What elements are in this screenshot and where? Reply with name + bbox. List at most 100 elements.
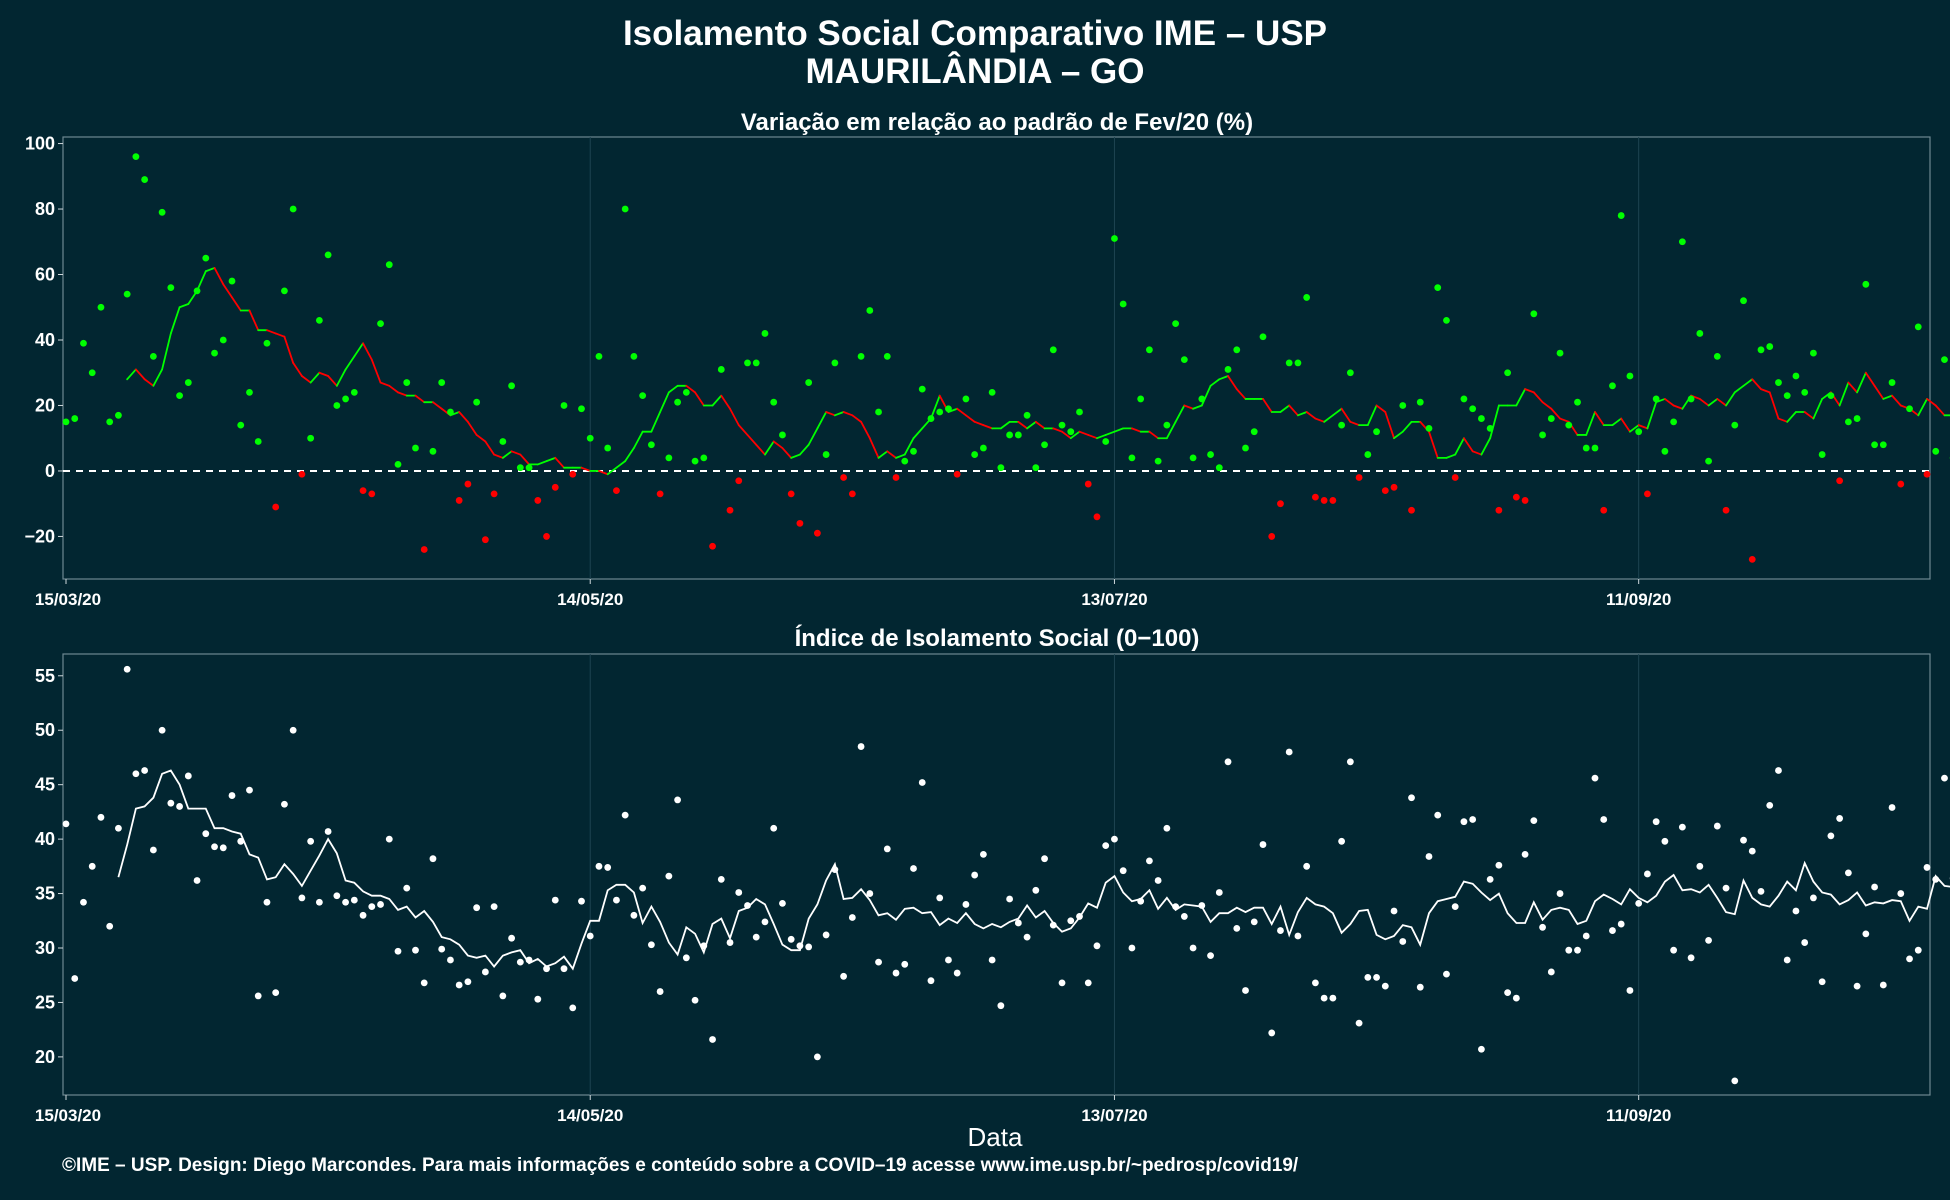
data-point — [1041, 441, 1048, 449]
data-point — [1137, 897, 1145, 905]
data-point — [1941, 774, 1948, 782]
moving-average-segment — [545, 456, 557, 463]
data-point — [1844, 418, 1852, 426]
data-point — [1617, 212, 1625, 219]
data-point — [953, 470, 961, 478]
data-point — [1425, 424, 1433, 432]
data-point — [62, 418, 70, 426]
data-point — [1338, 837, 1346, 845]
data-point — [1460, 395, 1468, 403]
y-tick-label: 60 — [35, 265, 55, 285]
data-point — [1748, 847, 1756, 855]
data-point — [1565, 421, 1573, 429]
moving-average-segment — [1594, 411, 1605, 427]
data-point — [805, 943, 813, 951]
data-point — [1373, 974, 1380, 981]
data-point — [184, 379, 192, 386]
moving-average-segment — [231, 296, 242, 312]
data-point — [595, 862, 603, 870]
data-point — [1879, 441, 1887, 449]
moving-average-segment — [554, 456, 565, 469]
data-point — [1879, 981, 1887, 989]
data-point — [1696, 330, 1704, 337]
moving-average-segment — [1891, 394, 1902, 407]
data-point — [726, 939, 734, 946]
data-point — [1600, 816, 1608, 823]
moving-average-segment — [1777, 417, 1789, 423]
data-point — [700, 942, 708, 950]
data-point — [447, 408, 454, 416]
data-point — [377, 901, 384, 908]
data-point — [455, 497, 463, 504]
data-point — [1617, 920, 1625, 928]
data-point — [1547, 968, 1555, 976]
data-point — [1154, 457, 1162, 465]
data-point — [1259, 333, 1267, 341]
data-point — [1399, 938, 1407, 945]
moving-average-segment — [1524, 388, 1535, 394]
data-point — [1032, 464, 1040, 472]
moving-average-segment — [685, 384, 696, 394]
data-point — [324, 251, 332, 259]
data-point — [1941, 356, 1948, 364]
data-point — [1032, 886, 1040, 894]
data-point — [1810, 349, 1817, 357]
data-point — [1652, 818, 1660, 826]
data-point — [883, 352, 891, 360]
moving-average-segment — [1052, 427, 1063, 433]
data-point — [1897, 890, 1905, 897]
moving-average-segment — [501, 450, 513, 459]
data-point — [971, 871, 979, 879]
data-point — [691, 996, 699, 1004]
data-point — [875, 408, 882, 416]
data-point — [1250, 428, 1258, 436]
data-point — [1504, 369, 1512, 377]
moving-average-segment — [851, 414, 862, 423]
data-point — [481, 536, 489, 544]
moving-average-segment — [1087, 434, 1098, 440]
data-point — [307, 837, 315, 845]
moving-average-segment — [1227, 375, 1238, 391]
data-point — [551, 896, 559, 904]
data-point — [263, 898, 271, 906]
data-point — [1329, 994, 1337, 1002]
data-point — [997, 464, 1005, 472]
moving-average-segment — [1663, 398, 1675, 407]
data-point — [1076, 408, 1083, 416]
data-point — [1591, 444, 1599, 452]
data-point — [1268, 533, 1276, 540]
data-point — [289, 205, 297, 213]
moving-average-segment — [274, 332, 286, 338]
data-point — [307, 434, 315, 442]
data-point — [848, 490, 856, 498]
data-point — [1460, 818, 1468, 826]
data-point — [237, 421, 245, 429]
data-point — [412, 946, 419, 954]
data-point — [1766, 801, 1774, 809]
data-point — [158, 726, 166, 734]
moving-average-segment — [999, 420, 1011, 430]
data-point — [647, 941, 655, 949]
data-point — [324, 828, 332, 835]
moving-average-segment — [414, 394, 426, 404]
data-point — [1504, 989, 1512, 997]
moving-average-segment — [1026, 420, 1037, 430]
moving-average-segment — [729, 407, 740, 427]
moving-average-segment — [266, 329, 277, 335]
data-point — [1644, 870, 1651, 878]
y-tick-label: 35 — [35, 884, 55, 904]
data-point — [665, 872, 673, 880]
moving-average-segment — [755, 443, 766, 456]
moving-average-segment — [1768, 391, 1780, 420]
x-tick-label: 14/05/20 — [557, 590, 623, 609]
data-point — [80, 339, 87, 347]
moving-average-segment — [1148, 430, 1160, 440]
data-point — [80, 898, 87, 906]
data-point — [1180, 913, 1188, 920]
data-point — [176, 803, 183, 810]
data-point — [761, 330, 769, 337]
moving-average-segment — [1314, 417, 1326, 423]
moving-average-segment — [432, 401, 443, 410]
data-point — [1906, 405, 1913, 413]
moving-average-segment — [1034, 420, 1046, 430]
